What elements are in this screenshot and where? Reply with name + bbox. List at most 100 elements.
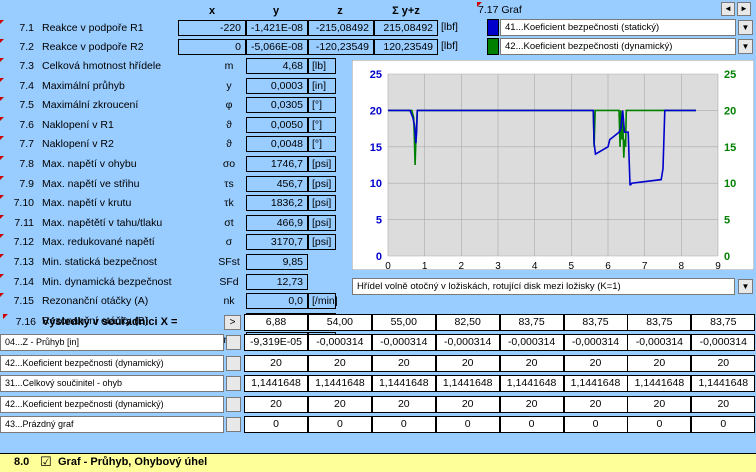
results-row-dropdown-arrow-icon[interactable] [226,417,241,432]
footer-index: 8.0 [14,456,30,468]
results-value-cell: -0,000314 [563,334,628,351]
series1-dropdown-arrow-icon[interactable]: ▼ [738,20,753,35]
results-value-cell: 20 [307,354,372,372]
results-value-cell: 1,1441648 [244,375,308,392]
results-row-dropdown-arrow-icon[interactable] [226,355,241,371]
param-unit: [psi] [308,195,336,212]
results-go-button[interactable]: > [224,315,241,330]
param-index: 7.3 [0,58,34,72]
param-symbol: ϑ [226,118,232,131]
results-row-dropdown-arrow-icon[interactable] [226,396,241,412]
footer-bar: 8.0 ☑ Graf - Průhyb, Ohybový úhel [0,453,756,472]
results-x-cell: 83,75 [563,314,628,331]
col-header-z: z [337,5,343,17]
chart-x-tick-label: 8 [679,261,685,270]
chart-y2-tick-label: 5 [724,215,730,227]
chart-x-tick-label: 2 [459,261,465,270]
param-value: 1836,2 [246,195,308,212]
param-index: 7.8 [0,156,34,170]
results-value-cell: 1,1441648 [499,375,564,392]
results-index: 7.16 [3,314,36,328]
results-value-cell: 20 [563,395,628,413]
footer-title: Graf - Průhyb, Ohybový úhel [58,456,208,468]
chart-x-tick-label: 7 [642,261,648,270]
chart-y2-tick-label: 0 [724,251,730,263]
support-mode-select[interactable]: Hřídel volně otočný v ložiskách, rotujíc… [352,278,735,295]
param-symbol: y [226,79,232,92]
results-row-dropdown-arrow-icon[interactable] [226,335,241,350]
chart-series-line [388,109,696,166]
param-value: 466,9 [246,214,308,231]
param-symbol: ϑ [226,138,232,151]
chart-y2-tick-label: 10 [724,178,736,190]
chart-y-tick-label: 20 [370,105,382,117]
series1-select[interactable]: 41...Koeficient bezpečnosti (statický) [500,19,736,36]
results-value-cell: 20 [371,354,436,372]
param-symbol: τs [224,177,234,190]
param-index: 7.7 [0,136,34,150]
col-header-x: x [208,5,216,17]
results-row-select[interactable]: 42...Koeficient bezpečnosti (dynamický) [0,354,224,372]
results-row-select[interactable]: 04...Z - Průhyb [in] [0,334,224,351]
results-row-select[interactable]: 42...Koeficient bezpečnosti (dynamický) [0,395,224,413]
param-index: 7.13 [0,254,34,268]
reaction-unit: [lbf] [441,21,458,33]
param-value: 3170,7 [246,234,308,251]
param-value: 4,68 [246,58,308,74]
param-index: 7.12 [0,234,34,248]
param-unit: [°] [308,116,336,133]
results-value-cell: 20 [691,395,756,413]
reaction-y-value: -5,066E-08 [246,39,308,55]
param-unit: [in] [308,77,336,94]
param-index: 7.11 [0,214,34,229]
param-symbol: nk [223,295,235,308]
results-value-cell: 0 [691,416,756,433]
param-index: 7.15 [0,293,34,307]
support-mode-dropdown-arrow-icon[interactable]: ▼ [738,279,753,294]
scroll-right-button[interactable]: ► [737,2,751,16]
col-header-sum: Σ y+z [392,5,420,17]
param-symbol: φ [225,99,233,112]
param-label: Max. redukované napětí [42,236,155,249]
param-index: 7.14 [0,273,34,288]
param-value: 9,85 [246,254,308,270]
results-value-cell: 20 [691,354,756,372]
results-value-cell: 0 [627,416,692,433]
chart-y-tick-label: 5 [376,215,382,227]
results-value-cell: 20 [307,395,372,413]
param-unit: [lb] [308,58,336,74]
results-value-cell: -9,319E-05 [244,334,308,351]
chart-y-tick-label: 0 [376,251,382,263]
param-unit: [psi] [308,156,336,172]
series1-color-swatch [487,19,499,36]
reaction-label: Reakce v podpoře R1 [42,22,144,34]
param-label: Rezonanční otáčky (B) [42,314,149,327]
param-label: Max. napětí ve střihu [42,177,140,190]
results-row-dropdown-arrow-icon[interactable] [226,376,241,391]
chart-x-tick-label: 9 [715,261,721,270]
param-index: 7.9 [0,175,34,190]
param-value: 1746,7 [246,156,308,172]
results-value-cell: 20 [244,395,308,413]
reaction-unit: [lbf] [441,40,458,52]
series2-color-swatch [487,38,499,55]
results-value-cell: 1,1441648 [563,375,628,392]
results-value-cell: -0,000314 [307,334,372,351]
footer-checkbox-icon[interactable]: ☑ [40,454,52,469]
param-label: Max. napětí v krutu [42,197,132,210]
results-row-select[interactable]: 43...Prázdný graf [0,416,224,433]
param-symbol: SFd [219,275,239,288]
results-value-cell: 0 [371,416,436,433]
param-unit: [/min] [308,293,338,310]
graph-section-index: 7.17 [478,4,499,16]
param-symbol: σ [225,236,233,249]
results-row-select[interactable]: 31...Celkový součinitel - ohyb [0,375,224,392]
results-value-cell: 0 [499,416,564,433]
results-value-cell: 0 [563,416,628,433]
scroll-left-button[interactable]: ◄ [721,2,735,16]
series2-dropdown-arrow-icon[interactable]: ▼ [738,39,753,54]
results-label: Výsledky v souřadnici X = [42,316,178,328]
reaction-y-value: -1,421E-08 [246,20,308,36]
series2-select[interactable]: 42...Koeficient bezpečnosti (dynamický) [500,38,736,55]
results-value-cell: 20 [627,395,692,413]
